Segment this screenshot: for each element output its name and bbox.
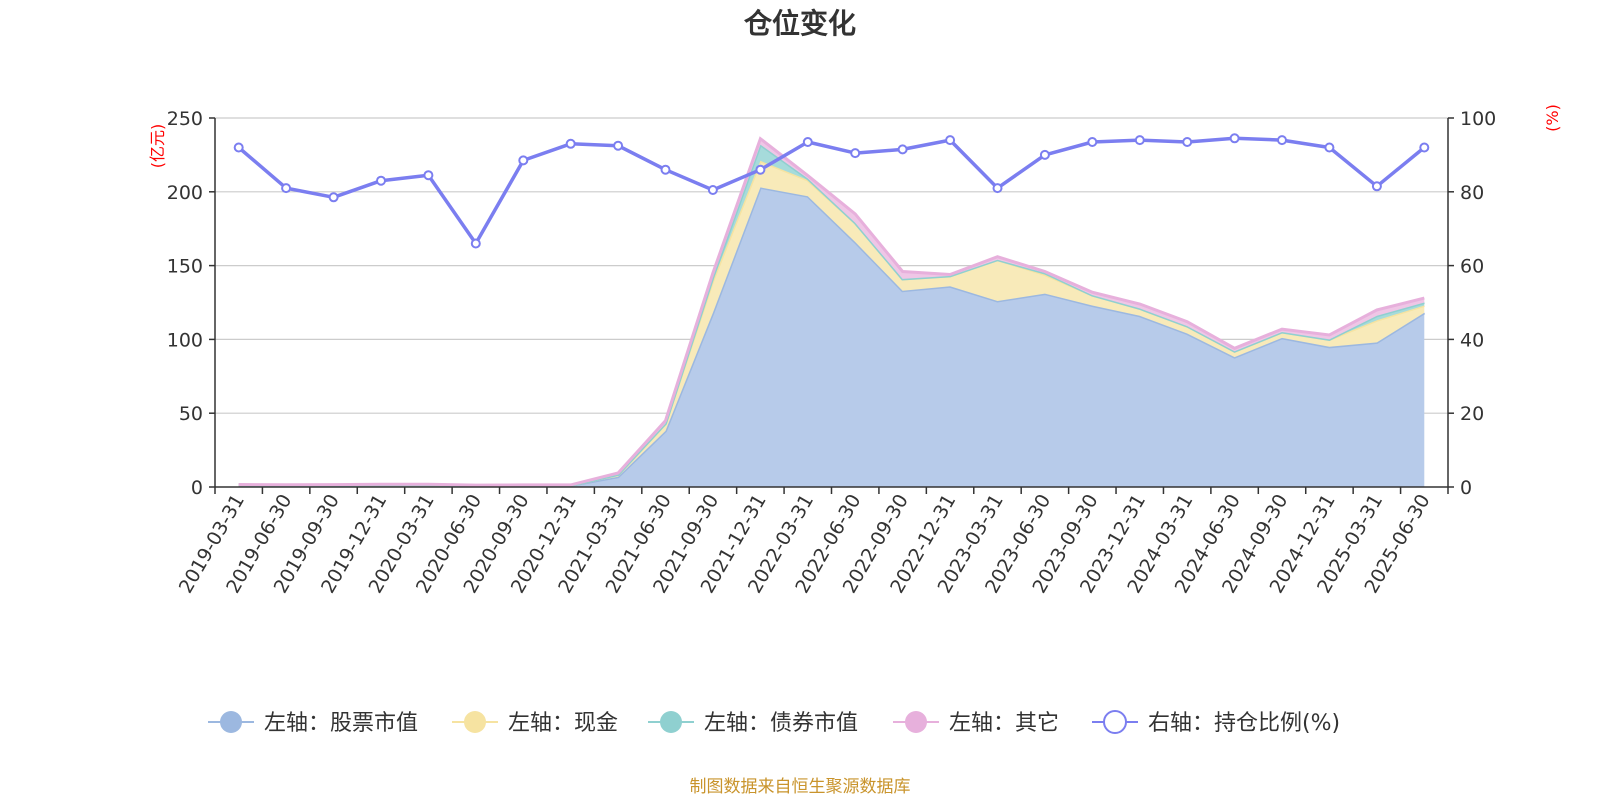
ratio-point (613, 140, 624, 151)
legend-marker (660, 711, 682, 733)
right-tick-label: 60 (1460, 256, 1484, 278)
left-tick-label: 150 (167, 256, 203, 278)
ratio-point (1229, 133, 1240, 144)
ratio-point (850, 148, 861, 159)
legend-label: 右轴：持仓比例(%) (1148, 711, 1340, 736)
ratio-point (1134, 135, 1145, 146)
stacked-areas (238, 136, 1426, 488)
ratio-point (423, 170, 434, 181)
legend-item: 左轴：现金 (452, 711, 618, 736)
left-tick-label: 0 (191, 477, 203, 499)
right-tick-label: 0 (1460, 477, 1472, 499)
right-tick-label: 20 (1460, 403, 1484, 425)
ratio-point (470, 238, 481, 249)
ratio-point (992, 183, 1003, 194)
ratio-point (897, 144, 908, 155)
right-axis-unit: (%) (1543, 104, 1562, 132)
line-other (238, 136, 1425, 487)
ratio-point (1324, 142, 1335, 153)
legend-label: 左轴：股票市值 (264, 711, 418, 736)
ratio-series-line (237, 136, 1426, 246)
legend-item: 右轴：持仓比例(%) (1092, 710, 1340, 736)
area-stock (238, 187, 1425, 487)
ratio-point (233, 142, 244, 153)
legend-item: 左轴：债券市值 (648, 711, 858, 736)
ratio-point (755, 164, 766, 175)
ratio-point (1419, 142, 1430, 153)
data-source-note: 制图数据来自恒生聚源数据库 (690, 777, 911, 797)
legend-label: 左轴：现金 (508, 711, 618, 736)
legend-marker (220, 711, 242, 733)
ratio-point (328, 192, 339, 203)
ratio-point (1087, 137, 1098, 147)
legend-item: 左轴：股票市值 (208, 711, 418, 736)
ratio-point (945, 135, 956, 146)
legend-item: 左轴：其它 (893, 711, 1059, 736)
legend-marker (1103, 710, 1127, 734)
left-tick-label: 50 (179, 403, 203, 425)
chart-title: 仓位变化 (744, 7, 856, 40)
ratio-point (1277, 135, 1287, 146)
ratio-point (281, 183, 292, 194)
right-tick-label: 100 (1460, 108, 1496, 130)
left-tick-label: 250 (167, 108, 203, 130)
ratio-point (1371, 181, 1382, 192)
legend-label: 左轴：其它 (949, 711, 1059, 736)
right-tick-label: 40 (1460, 329, 1484, 351)
left-tick-label: 100 (167, 329, 203, 351)
legend-label: 左轴：债券市值 (704, 711, 858, 736)
legend-marker (905, 711, 927, 733)
right-tick-label: 80 (1460, 182, 1484, 204)
left-axis-unit: (亿元) (148, 124, 167, 169)
ratio-point (802, 137, 813, 147)
ratio-point (376, 175, 386, 186)
ratio-point (518, 155, 529, 166)
ratio-point (660, 164, 671, 175)
ratio-point (1039, 149, 1050, 160)
legend: 左轴：股票市值 左轴：现金 左轴：债券市值 左轴：其它 右轴：持仓比例(%) (208, 710, 1340, 736)
left-tick-label: 200 (167, 182, 203, 204)
ratio-point (1182, 137, 1193, 147)
ratio-point (707, 185, 718, 195)
legend-marker (464, 711, 486, 733)
holding-ratio-line (233, 133, 1430, 249)
ratio-point (565, 138, 576, 149)
